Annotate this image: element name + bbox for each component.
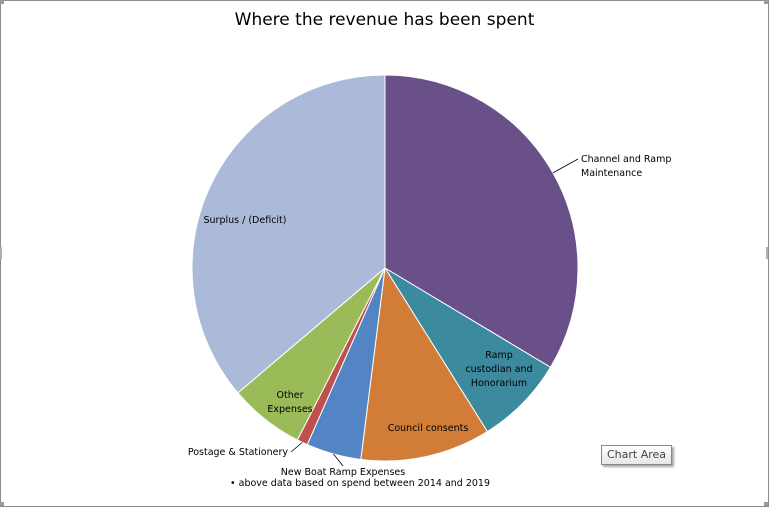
slice-label: Postage & Stationery [188, 447, 289, 458]
slice-label: Channel and Ramp Maintenance [581, 154, 671, 179]
chart-title: Where the revenue has been spent [234, 10, 535, 30]
resize-handle-bottom-right[interactable] [764, 502, 768, 506]
resize-handle-top-left[interactable] [0, 0, 4, 4]
leader-line [290, 442, 303, 453]
slice-label: Surplus / (Deficit) [204, 215, 287, 226]
resize-handle-top-right[interactable] [764, 0, 768, 4]
pie-slice-council-consents[interactable] [360, 266, 489, 462]
resize-handle-bottom-left[interactable] [0, 502, 4, 506]
footnote: • above data based on spend between 2014… [230, 478, 490, 489]
slice-label: Other Expenses [267, 390, 312, 415]
leader-line [333, 453, 344, 467]
resize-handle-left[interactable] [0, 247, 2, 259]
chart-area-tooltip: Chart Area [601, 445, 673, 465]
slice-label: New Boat Ramp Expenses [281, 467, 405, 478]
footnote-bullet: • [230, 478, 236, 489]
leader-line [552, 158, 579, 174]
footnote-text: above data based on spend between 2014 a… [238, 478, 491, 489]
slice-label: Council consents [388, 423, 469, 434]
resize-handle-right[interactable] [766, 247, 768, 259]
pie-slice-surplus-deficit[interactable] [191, 74, 386, 394]
slice-label: Ramp custodian and Honorarium [465, 350, 532, 389]
